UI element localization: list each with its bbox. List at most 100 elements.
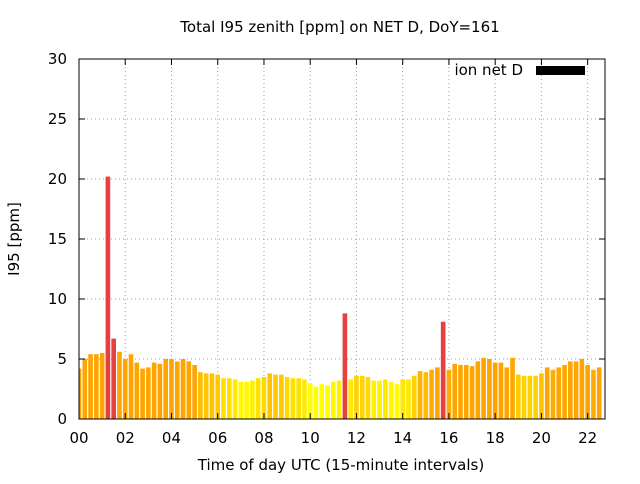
bar (146, 367, 151, 419)
y-tick-label: 30 (48, 50, 67, 68)
y-tick-label: 15 (48, 230, 67, 248)
bar (203, 373, 209, 419)
bar (411, 375, 417, 419)
bar (423, 372, 429, 419)
bar (498, 362, 504, 419)
x-tick-label: 18 (486, 429, 505, 447)
bar (481, 357, 486, 419)
bar (510, 357, 515, 419)
bar (533, 375, 538, 419)
x-axis-label: Time of day UTC (15-minute intervals) (197, 456, 484, 474)
bar (463, 365, 469, 419)
bar (88, 354, 93, 419)
x-tick-label: 00 (69, 429, 88, 447)
bar (377, 380, 382, 419)
bar (440, 321, 446, 419)
y-tick-label: 25 (48, 110, 67, 128)
bar (267, 373, 273, 419)
bar (406, 379, 411, 419)
y-tick-label: 20 (48, 170, 67, 188)
bar (435, 367, 440, 419)
bar (359, 375, 365, 419)
bar (331, 381, 336, 419)
bar (302, 379, 307, 419)
bar (186, 361, 192, 419)
legend: ion net D (454, 61, 585, 79)
bar (180, 359, 186, 419)
bar (348, 379, 353, 419)
chart-title: Total I95 zenith [ppm] on NET D, DoY=161 (179, 18, 499, 36)
bar (579, 359, 585, 419)
bar (562, 365, 567, 419)
y-tick-label: 5 (57, 350, 67, 368)
bar (591, 369, 596, 419)
bar (342, 313, 348, 419)
bar (400, 379, 406, 419)
bar (250, 380, 255, 419)
bar (515, 374, 521, 419)
bar (296, 378, 301, 419)
bar (417, 371, 423, 419)
bar (452, 363, 458, 419)
y-axis-label: I95 [ppm] (5, 202, 23, 276)
bar (232, 379, 238, 419)
x-tick-label: 22 (578, 429, 597, 447)
y-tick-label: 0 (57, 410, 67, 428)
x-axis-ticks: 00 02 04 06 08 10 12 14 16 18 20 22 (69, 59, 597, 447)
bar (521, 375, 527, 419)
bar (388, 381, 394, 419)
bar (492, 362, 498, 419)
bar (371, 380, 377, 419)
legend-swatch (536, 66, 585, 75)
x-tick-label: 10 (301, 429, 320, 447)
bar (596, 367, 602, 419)
bar (278, 374, 284, 419)
x-tick-label: 06 (208, 429, 227, 447)
bar (394, 384, 400, 419)
bar (504, 367, 510, 419)
bar (383, 379, 388, 419)
y-tick-label: 10 (48, 290, 67, 308)
bar (573, 361, 579, 419)
bar (111, 338, 116, 419)
bar (117, 351, 122, 419)
legend-label: ion net D (454, 61, 523, 79)
bar (94, 354, 99, 419)
bar (585, 365, 590, 419)
bar (544, 367, 550, 419)
bar (198, 372, 203, 419)
x-tick-label: 08 (254, 429, 273, 447)
bar (157, 363, 163, 419)
bar (134, 362, 140, 419)
bar (290, 378, 296, 419)
bar (475, 361, 481, 419)
bar (105, 176, 111, 419)
bar (556, 367, 562, 419)
bar (550, 369, 556, 419)
bar (539, 373, 544, 419)
x-tick-label: 16 (439, 429, 458, 447)
bar (209, 373, 215, 419)
bar (255, 378, 261, 419)
x-tick-label: 02 (116, 429, 135, 447)
x-tick-label: 20 (532, 429, 551, 447)
bar (261, 377, 267, 419)
x-tick-label: 14 (393, 429, 412, 447)
bar (365, 377, 371, 419)
bar (122, 359, 128, 419)
bar (215, 374, 221, 419)
bar (273, 374, 278, 419)
bar (313, 386, 319, 419)
bar (174, 361, 180, 419)
bar (568, 361, 573, 419)
bar (319, 384, 325, 419)
bar (163, 359, 169, 419)
bar (469, 366, 475, 419)
bar (336, 380, 342, 419)
bar (284, 377, 290, 419)
bar (446, 369, 452, 419)
bar (458, 365, 463, 419)
bar (79, 368, 82, 419)
y-axis-ticks: 0 5 10 15 20 25 30 (48, 50, 605, 428)
bar (244, 381, 249, 419)
